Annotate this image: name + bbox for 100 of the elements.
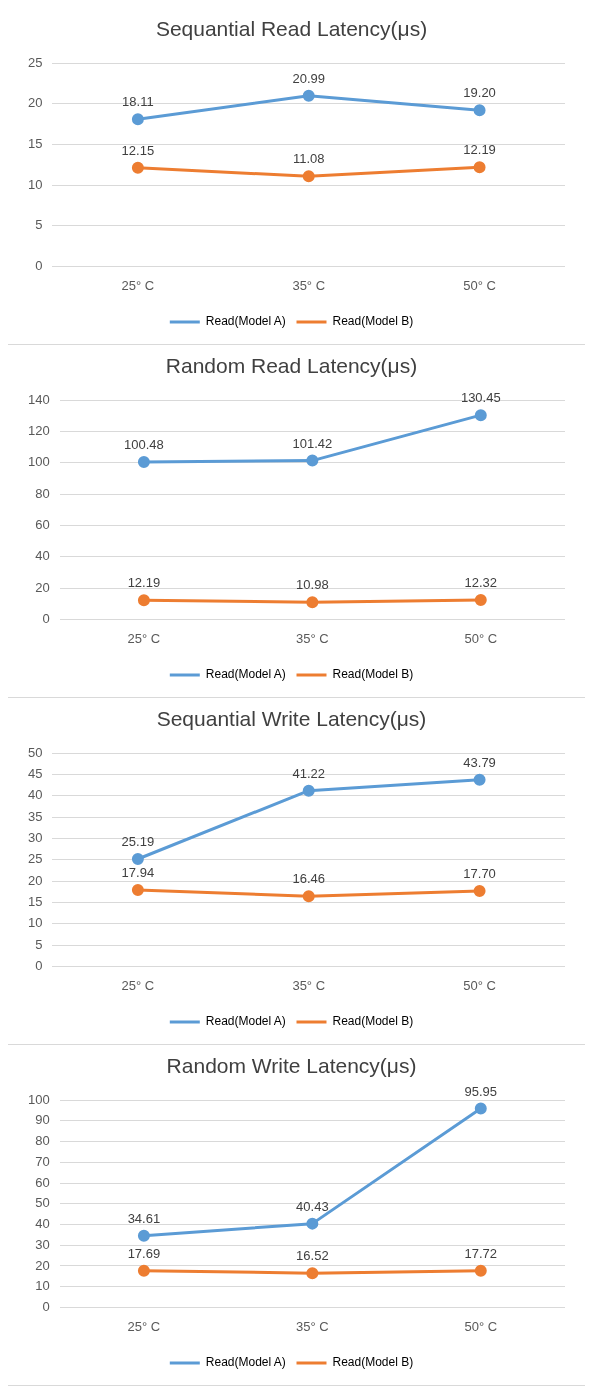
legend-label: Read(Model A)	[205, 1014, 286, 1029]
y-tick-label: 80	[35, 1133, 50, 1149]
data-label: 19.20	[463, 85, 496, 101]
data-label: 17.94	[121, 864, 155, 880]
point	[302, 890, 315, 903]
y-tick-label: 40	[27, 787, 43, 803]
y-tick-label: 25	[27, 851, 43, 867]
y-tick-label: 30	[35, 1236, 50, 1252]
y-tick-label: 100	[27, 454, 50, 470]
y-tick-label: 40	[35, 548, 50, 564]
y-tick-label: 0	[42, 610, 50, 626]
y-tick-label: 40	[35, 1216, 50, 1232]
y-tick-label: 25	[27, 54, 43, 70]
y-tick-label: 10	[35, 1278, 50, 1294]
x-tick-label: 50° C	[463, 977, 496, 993]
data-label: 12.19	[127, 575, 161, 591]
y-tick-label: 60	[35, 517, 50, 533]
legend-label: Read(Model A)	[205, 667, 286, 682]
y-tick-label: 30	[27, 830, 43, 846]
data-label: 100.48	[124, 437, 164, 453]
point	[137, 1264, 150, 1277]
x-tick-label: 35° C	[296, 1318, 329, 1334]
point	[473, 161, 486, 174]
x-tick-label: 50° C	[463, 277, 496, 293]
data-label: 101.42	[292, 435, 333, 451]
data-label: 16.46	[292, 871, 325, 887]
data-label: 43.79	[463, 754, 496, 770]
data-label: 20.99	[292, 70, 325, 86]
y-tick-label: 80	[35, 485, 50, 501]
data-label: 16.52	[296, 1248, 329, 1264]
point	[302, 89, 315, 102]
legend-label: Read(Model B)	[332, 1014, 414, 1029]
point	[473, 773, 486, 786]
chart-title: Random Read Latency(μs)	[165, 354, 418, 378]
data-label: 130.45	[460, 390, 501, 406]
y-tick-label: 35	[27, 808, 43, 824]
y-tick-label: 10	[27, 176, 43, 192]
data-label: 10.98	[296, 577, 329, 593]
point	[302, 170, 315, 183]
point	[474, 594, 487, 607]
data-label: 17.72	[464, 1245, 498, 1261]
y-tick-label: 20	[27, 95, 43, 111]
data-label: 40.43	[296, 1198, 329, 1214]
point	[473, 104, 486, 117]
data-label: 25.19	[121, 834, 155, 850]
x-tick-label: 25° C	[121, 977, 155, 993]
legend-label: Read(Model B)	[332, 314, 414, 329]
y-tick-label: 0	[35, 257, 43, 273]
x-tick-label: 25° C	[127, 1318, 161, 1334]
y-tick-label: 15	[27, 894, 43, 910]
y-tick-label: 0	[35, 957, 43, 973]
legend-label: Read(Model B)	[332, 1355, 414, 1370]
point	[306, 1267, 319, 1280]
point	[302, 784, 315, 797]
point	[306, 596, 319, 609]
x-tick-label: 25° C	[127, 630, 161, 646]
point	[306, 454, 319, 467]
y-tick-label: 20	[35, 579, 50, 595]
x-tick-label: 35° C	[296, 630, 329, 646]
data-label: 41.22	[292, 765, 325, 781]
point	[474, 409, 487, 422]
point	[131, 161, 144, 174]
y-tick-label: 70	[35, 1153, 50, 1169]
y-tick-label: 140	[27, 391, 50, 407]
chart-title: Sequantial Read Latency(μs)	[155, 17, 428, 41]
data-label: 34.61	[127, 1210, 161, 1226]
x-tick-label: 50° C	[464, 630, 498, 646]
point	[131, 113, 144, 126]
chart-title: Sequantial Write Latency(μs)	[156, 707, 427, 731]
y-tick-label: 50	[27, 744, 43, 760]
y-tick-label: 5	[35, 217, 43, 233]
data-label: 11.08	[292, 151, 325, 167]
y-tick-label: 20	[35, 1257, 50, 1273]
y-tick-label: 20	[27, 872, 43, 888]
y-tick-label: 0	[42, 1298, 50, 1314]
data-label: 12.19	[463, 142, 496, 158]
x-tick-label: 35° C	[292, 277, 326, 293]
y-tick-label: 50	[35, 1195, 50, 1211]
x-tick-label: 35° C	[292, 977, 326, 993]
y-tick-label: 5	[35, 936, 43, 952]
y-tick-label: 10	[27, 915, 43, 931]
legend-label: Read(Model B)	[332, 667, 414, 682]
point	[137, 594, 150, 607]
y-tick-label: 15	[27, 136, 43, 152]
y-tick-label: 45	[27, 766, 43, 782]
data-label: 95.95	[464, 1083, 498, 1099]
data-label: 17.69	[127, 1245, 161, 1261]
y-tick-label: 90	[35, 1112, 50, 1128]
point	[131, 883, 144, 896]
y-tick-label: 60	[35, 1174, 50, 1190]
data-label: 17.70	[463, 866, 496, 882]
legend-label: Read(Model A)	[205, 314, 286, 329]
y-tick-label: 120	[27, 423, 50, 439]
point	[137, 456, 150, 469]
data-label: 12.15	[121, 142, 155, 158]
point	[306, 1217, 319, 1230]
x-tick-label: 25° C	[121, 277, 155, 293]
y-tick-label: 100	[27, 1091, 50, 1107]
point	[473, 884, 486, 897]
legend-label: Read(Model A)	[205, 1355, 286, 1370]
